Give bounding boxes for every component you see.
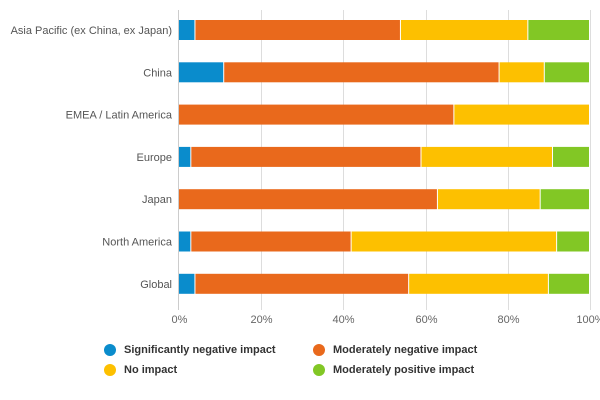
category-label: Europe <box>137 152 172 164</box>
category-label: Asia Pacific (ex China, ex Japan) <box>11 25 172 37</box>
bar-segment <box>179 146 191 167</box>
x-tick-label: 20% <box>250 314 272 326</box>
bar-segment <box>548 273 589 294</box>
legend-swatch-icon <box>104 364 116 376</box>
x-tick-label: 40% <box>332 314 354 326</box>
bar-segment <box>544 62 589 83</box>
legend-label: Moderately negative impact <box>333 344 478 356</box>
legend-swatch-icon <box>104 344 116 356</box>
legend-swatch-icon <box>313 364 325 376</box>
category-label: China <box>143 67 173 79</box>
bar-segment <box>437 189 540 210</box>
x-tick-label: 60% <box>415 314 437 326</box>
x-axis-ticks: 0% 20% 40% 60% 80% 100% <box>172 314 600 326</box>
bar-segment <box>421 146 553 167</box>
bar-segment <box>179 20 195 40</box>
bar-segment <box>553 146 589 167</box>
bar-segment <box>179 62 224 83</box>
stacked-bar-chart: Asia Pacific (ex China, ex Japan) China EM… <box>11 10 600 326</box>
bar-segment <box>454 104 589 125</box>
bar-segment <box>400 20 528 40</box>
bar-segment <box>179 189 437 210</box>
legend-item-no-impact: No impact <box>104 364 177 376</box>
legend-label: Moderately positive impact <box>333 364 475 376</box>
bar-segment <box>195 273 409 294</box>
category-label: EMEA / Latin America <box>66 110 173 122</box>
bars <box>179 20 589 294</box>
category-label: Japan <box>142 194 172 206</box>
bar-row <box>179 189 589 210</box>
x-tick-label: 100% <box>576 314 600 326</box>
bar-segment <box>540 189 589 210</box>
bar-segment <box>195 20 400 40</box>
bar-row <box>179 62 589 83</box>
bar-segment <box>499 62 544 83</box>
bar-segment <box>179 273 195 294</box>
bar-segment <box>191 146 421 167</box>
bar-segment <box>179 231 191 252</box>
x-tick-label: 0% <box>172 314 188 326</box>
bar-row <box>179 20 589 40</box>
bar-row <box>179 146 589 167</box>
bar-segment <box>409 273 548 294</box>
bar-row <box>179 104 589 125</box>
legend-item-moderately-positive: Moderately positive impact <box>313 364 474 376</box>
bar-segment <box>528 20 589 40</box>
legend-label: No impact <box>124 364 178 376</box>
bar-segment <box>224 62 499 83</box>
category-label: Global <box>140 279 172 291</box>
legend-item-moderately-negative: Moderately negative impact <box>313 344 477 356</box>
legend-item-significantly-negative: Significantly negative impact <box>104 344 276 356</box>
bar-segment <box>557 231 589 252</box>
category-label: North America <box>102 237 173 249</box>
bar-segment <box>179 104 454 125</box>
legend-swatch-icon <box>313 344 325 356</box>
legend-label: Significantly negative impact <box>124 344 276 356</box>
bar-segment <box>191 231 351 252</box>
category-labels: Asia Pacific (ex China, ex Japan) China EM… <box>11 25 173 291</box>
x-tick-label: 80% <box>497 314 519 326</box>
bar-row <box>179 231 589 252</box>
bar-segment <box>351 231 557 252</box>
bar-row <box>179 273 589 294</box>
